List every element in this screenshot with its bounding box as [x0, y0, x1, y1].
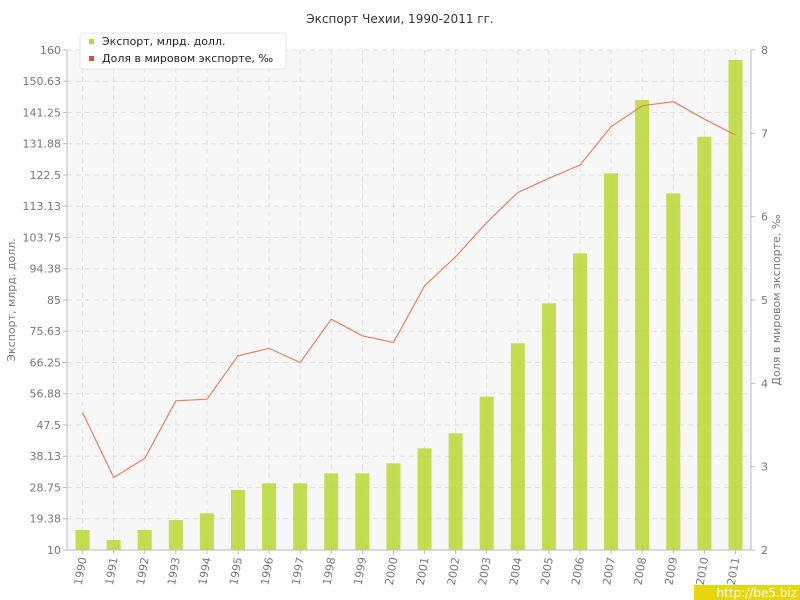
x-tick-label: 2005 — [538, 556, 556, 586]
x-tick-label: 2011 — [725, 556, 743, 586]
x-tick-label: 1993 — [165, 556, 183, 586]
legend-label-export: Экспорт, млрд. долл. — [102, 35, 225, 48]
x-tick-label: 2007 — [600, 556, 618, 586]
watermark-background — [694, 585, 800, 600]
share-line-series — [82, 101, 736, 479]
bar — [355, 473, 370, 550]
bar — [106, 540, 121, 550]
bar — [541, 303, 556, 550]
right-tick-label: 7 — [761, 127, 768, 140]
x-tick-label: 2002 — [445, 556, 463, 586]
left-tick-label: 85 — [47, 294, 61, 307]
left-tick-label: 56.88 — [30, 388, 62, 401]
left-tick-label: 122.5 — [30, 169, 62, 182]
left-tick-label: 47.5 — [37, 419, 62, 432]
x-tick-label: 1998 — [321, 556, 339, 586]
x-tick-label: 2001 — [414, 556, 432, 586]
watermark-text: http://be5.biz — [717, 586, 797, 600]
chart-title: Экспорт Чехии, 1990-2011 гг. — [306, 12, 493, 26]
bar — [324, 473, 339, 550]
bar — [137, 530, 152, 550]
x-tick-label: 2008 — [631, 556, 649, 586]
bar — [604, 173, 619, 551]
bar — [293, 483, 308, 550]
bar — [479, 396, 494, 550]
watermark: http://be5.biz — [694, 585, 800, 600]
right-axis-title: Доля в мировом экспорте, ‰ — [770, 214, 783, 385]
bar — [386, 463, 401, 550]
x-axis-ticks: 1990 1991 1992 1993 1994 1995 1996 1997 1998 1999… — [72, 550, 743, 586]
x-tick-label: 1994 — [196, 556, 214, 586]
x-tick-label: 1992 — [134, 556, 152, 586]
x-tick-label: 2010 — [694, 556, 712, 586]
left-tick-label: 66.25 — [30, 357, 62, 370]
left-axis-ticks: 10 19.38 28.75 38.13 47.5 56.88 66.25 75.63 85 94… — [23, 44, 67, 557]
right-tick-label: 8 — [761, 44, 768, 57]
right-axis-ticks: 2 3 4 5 6 7 8 — [751, 44, 768, 557]
right-tick-label: 5 — [761, 294, 768, 307]
x-tick-label: 1999 — [352, 556, 370, 586]
x-tick-label: 2004 — [507, 556, 525, 586]
bar — [199, 513, 214, 550]
right-tick-label: 6 — [761, 211, 768, 224]
legend-swatch-share — [89, 56, 94, 61]
bar — [510, 343, 525, 550]
left-tick-label: 150.63 — [23, 75, 62, 88]
x-tick-label: 1991 — [103, 556, 121, 586]
bar — [697, 136, 712, 550]
bar — [448, 433, 463, 550]
left-tick-label: 19.38 — [30, 513, 62, 526]
x-tick-label: 2003 — [476, 556, 494, 586]
right-tick-label: 4 — [761, 377, 768, 390]
bar — [573, 253, 587, 551]
bar — [231, 490, 245, 550]
bar — [262, 483, 277, 550]
left-tick-label: 38.13 — [30, 450, 62, 463]
legend-label-share: Доля в мировом экспорте, ‰ — [102, 52, 273, 65]
x-tick-label: 1996 — [258, 556, 276, 586]
bar — [168, 520, 183, 550]
bars-series — [75, 60, 743, 551]
left-tick-label: 131.88 — [23, 138, 62, 151]
x-tick-label: 1995 — [227, 556, 245, 586]
left-tick-label: 103.75 — [23, 232, 62, 245]
left-tick-label: 28.75 — [30, 482, 62, 495]
plot-area — [67, 49, 751, 551]
bar — [417, 448, 432, 550]
legend-box — [79, 32, 287, 70]
x-tick-label: 2006 — [569, 556, 587, 586]
left-tick-label: 113.13 — [23, 200, 62, 213]
bar — [728, 60, 743, 550]
x-tick-label: 2000 — [383, 556, 401, 586]
x-tick-label: 2009 — [663, 556, 681, 586]
left-tick-label: 160 — [40, 44, 61, 57]
x-tick-label: 1990 — [72, 556, 90, 586]
legend-swatch-export — [89, 39, 94, 44]
left-tick-label: 75.63 — [30, 325, 62, 338]
left-tick-label: 141.25 — [23, 107, 62, 120]
left-tick-label: 10 — [47, 544, 61, 557]
legend: Экспорт, млрд. долл. Доля в мировом эксп… — [79, 32, 287, 70]
left-axis-title: Экспорт, млрд. долл. — [5, 238, 18, 361]
bar — [666, 193, 681, 551]
bar — [75, 530, 90, 550]
right-tick-label: 3 — [761, 461, 768, 474]
left-tick-label: 94.38 — [30, 263, 62, 276]
bar — [635, 100, 650, 550]
x-tick-label: 1997 — [289, 556, 307, 586]
right-tick-label: 2 — [761, 544, 768, 557]
